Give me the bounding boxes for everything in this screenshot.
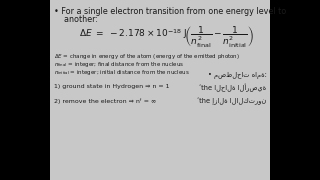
Text: $\Delta E \ = \ -2.178\times10^{-18}\ \mathrm{J}\!\left(\dfrac{1}{n_{\mathrm{fin: $\Delta E \ = \ -2.178\times10^{-18}\ \m… xyxy=(79,24,253,49)
Text: 2) remove the electron ⇒ nᶠ = ∞: 2) remove the electron ⇒ nᶠ = ∞ xyxy=(54,98,156,104)
Text: $n_{\mathrm{final}}$ = integer; final distance from the nucleus: $n_{\mathrm{final}}$ = integer; final di… xyxy=(54,60,184,69)
Text: • مصطلحات هامة:: • مصطلحات هامة: xyxy=(208,72,266,79)
Text: another:: another: xyxy=(54,15,98,24)
Text: $n_{\mathrm{initial}}$ = integer; initial distance from the nucleus: $n_{\mathrm{initial}}$ = integer; initia… xyxy=(54,68,190,77)
Text: $\Delta E$ = change in energy of the atom (energy of the emitted photon): $\Delta E$ = change in energy of the ato… xyxy=(54,52,240,61)
Text: 1) ground state in Hydrogen ⇒ n = 1: 1) ground state in Hydrogen ⇒ n = 1 xyxy=(54,84,169,89)
Bar xyxy=(50,0,270,180)
Text: ʼthe إزالة الالكترون: ʼthe إزالة الالكترون xyxy=(197,98,266,105)
Text: • For a single electron transition from one energy level to: • For a single electron transition from … xyxy=(54,7,286,16)
Text: ʼthe الحالة الأرضية: ʼthe الحالة الأرضية xyxy=(199,84,266,93)
